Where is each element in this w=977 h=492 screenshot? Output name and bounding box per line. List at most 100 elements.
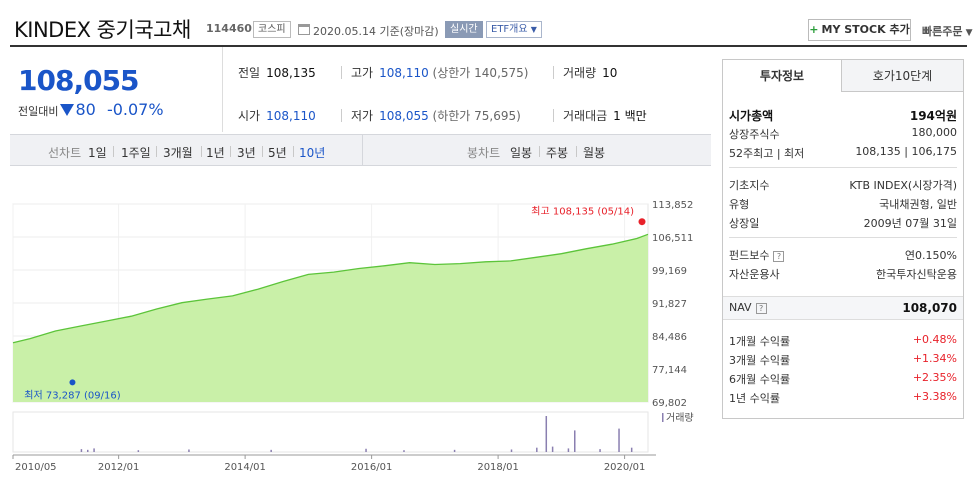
add-my-stock-button[interactable]: + MY STOCK 추가 bbox=[808, 19, 911, 41]
divider bbox=[230, 146, 231, 157]
help-icon[interactable]: ? bbox=[773, 251, 785, 262]
type-value: 국내채권형, 일반 bbox=[879, 198, 957, 211]
upper-limit: (상한가 140,575) bbox=[432, 66, 529, 80]
etf-overview-dropdown[interactable]: ETF개요 ▼ bbox=[486, 21, 542, 38]
quick-order-link[interactable]: 빠른주문 ▼ bbox=[922, 23, 973, 39]
tab-orderbook[interactable]: 호가10단계 bbox=[842, 60, 963, 92]
low-label: 저가 bbox=[351, 109, 374, 123]
x-tick-label: 2014/01 bbox=[224, 462, 266, 473]
chevron-down-icon: ▼ bbox=[962, 28, 973, 38]
volume-bar bbox=[545, 416, 548, 452]
volume-label: 거래량 bbox=[563, 66, 597, 80]
return-1m-value: +0.48% bbox=[912, 333, 957, 346]
shares-value: 180,000 bbox=[911, 126, 958, 139]
plus-icon: + bbox=[809, 23, 819, 36]
x-tick-label: 2012/01 bbox=[98, 462, 140, 473]
manager-value: 한국투자신탁운용 bbox=[876, 268, 957, 281]
volume-bar bbox=[567, 448, 570, 452]
nav-label-wrap: NAV? bbox=[729, 301, 767, 314]
return-1y-label: 1년 수익률 bbox=[729, 392, 780, 405]
tab-period-1d[interactable]: 1일 bbox=[88, 146, 107, 160]
return-6m-row: 6개월 수익률 +2.35% bbox=[729, 369, 957, 387]
volume-bar bbox=[86, 449, 89, 452]
return-1m-label: 1개월 수익률 bbox=[729, 335, 791, 348]
amount-value: 1 백만 bbox=[613, 109, 647, 123]
header-divider bbox=[10, 45, 967, 47]
volume-bar bbox=[93, 448, 95, 452]
return-1m-row: 1개월 수익률 +0.48% bbox=[729, 331, 957, 349]
volume-bar bbox=[137, 450, 140, 452]
tab-invest-info[interactable]: 투자정보 bbox=[723, 60, 842, 92]
lower-limit: (하한가 75,695) bbox=[432, 109, 521, 123]
volume-bar bbox=[365, 448, 367, 452]
listed-label: 상장일 bbox=[729, 217, 760, 230]
page-header: KINDEX 중기국고채 114460 코스피 2020.05.14 기준(장마… bbox=[0, 0, 977, 47]
divider bbox=[341, 109, 342, 122]
live-badge[interactable]: 실시간 bbox=[445, 21, 483, 38]
change-label: 전일대비 bbox=[18, 105, 59, 118]
open-value: 108,110 bbox=[266, 109, 316, 123]
volume-bar bbox=[599, 449, 601, 452]
nav-row: NAV? 108,070 bbox=[729, 299, 957, 317]
chart-period-tabs: 선차트 1일 1주일 3개월 1년 3년 5년 10년 봉차트 일봉 주봉 월봉 bbox=[10, 134, 711, 166]
tab-period-3m[interactable]: 3개월 bbox=[163, 146, 193, 160]
high-price: 고가 108,110 (상한가 140,575) bbox=[341, 64, 529, 84]
high-value: 108,110 bbox=[379, 66, 429, 80]
y-tick-label: 69,802 bbox=[652, 398, 687, 409]
candle-chart-label: 봉차트 bbox=[467, 146, 501, 160]
divider bbox=[576, 146, 577, 157]
quote-date: 2020.05.14 기준(장마감) bbox=[313, 25, 439, 38]
volume-bar bbox=[403, 450, 405, 452]
return-3m-row: 3개월 수익률 +1.34% bbox=[729, 350, 957, 368]
volume: 거래량 10 bbox=[553, 64, 618, 84]
52w-range-label: 52주최고 | 최저 bbox=[729, 147, 805, 160]
divider bbox=[553, 66, 554, 79]
trade-amount: 거래대금 1 백만 bbox=[553, 107, 647, 127]
divider bbox=[729, 237, 957, 238]
x-tick-label: 2018/01 bbox=[477, 462, 519, 473]
prev-close-label: 전일 bbox=[238, 66, 261, 80]
price-change: 전일대비 80 -0.07% bbox=[18, 100, 164, 119]
tab-candle-monthly[interactable]: 월봉 bbox=[583, 146, 606, 160]
current-price: 108,055 bbox=[18, 64, 140, 97]
return-3m-label: 3개월 수익률 bbox=[729, 354, 791, 367]
tab-candle-weekly[interactable]: 주봉 bbox=[546, 146, 569, 160]
y-tick-label: 99,169 bbox=[652, 266, 687, 277]
low-value: 108,055 bbox=[379, 109, 429, 123]
down-triangle-icon bbox=[60, 104, 75, 116]
price-chart[interactable]: 113,852 106,511 99,169 91,827 84,486 77,144 69… bbox=[10, 168, 712, 492]
volume-legend-mark bbox=[662, 413, 664, 422]
type-label: 유형 bbox=[729, 198, 750, 211]
tab-period-1y[interactable]: 1년 bbox=[206, 146, 225, 160]
change-percent: -0.07% bbox=[106, 100, 164, 119]
tab-period-10y[interactable]: 10년 bbox=[299, 146, 326, 160]
high-label: 고가 bbox=[351, 66, 374, 80]
tab-candle-daily[interactable]: 일봉 bbox=[510, 146, 533, 160]
prev-close: 전일 108,135 bbox=[238, 64, 316, 84]
y-tick-label: 91,827 bbox=[652, 299, 687, 310]
52w-range-value: 108,135 | 106,175 bbox=[855, 145, 957, 158]
volume-bar bbox=[574, 430, 576, 452]
manager-row: 자산운용사 한국투자신탁운용 bbox=[729, 264, 957, 282]
return-6m-label: 6개월 수익률 bbox=[729, 373, 791, 386]
open-label: 시가 bbox=[238, 109, 261, 123]
shares-label: 상장주식수 bbox=[729, 128, 780, 141]
divider bbox=[113, 146, 114, 157]
nav-label: NAV bbox=[729, 301, 752, 314]
price-area-fill bbox=[13, 234, 648, 402]
tab-period-3y[interactable]: 3년 bbox=[237, 146, 256, 160]
divider bbox=[293, 146, 294, 157]
help-icon[interactable]: ? bbox=[755, 303, 767, 314]
chevron-down-icon: ▼ bbox=[530, 25, 537, 34]
tab-period-1w[interactable]: 1주일 bbox=[121, 146, 151, 160]
index-label: 기초지수 bbox=[729, 179, 770, 192]
tab-period-5y[interactable]: 5년 bbox=[268, 146, 287, 160]
volume-value: 10 bbox=[602, 66, 618, 80]
low-price: 저가 108,055 (하한가 75,695) bbox=[341, 107, 521, 127]
volume-bar bbox=[453, 449, 456, 452]
index-value: KTB INDEX(시장가격) bbox=[849, 179, 957, 192]
x-tick-label: 2016/01 bbox=[351, 462, 393, 473]
fee-label-wrap: 펀드보수? bbox=[729, 247, 785, 263]
nav-row-box: NAV? 108,070 bbox=[723, 296, 963, 320]
line-chart-label: 선차트 bbox=[48, 146, 82, 160]
